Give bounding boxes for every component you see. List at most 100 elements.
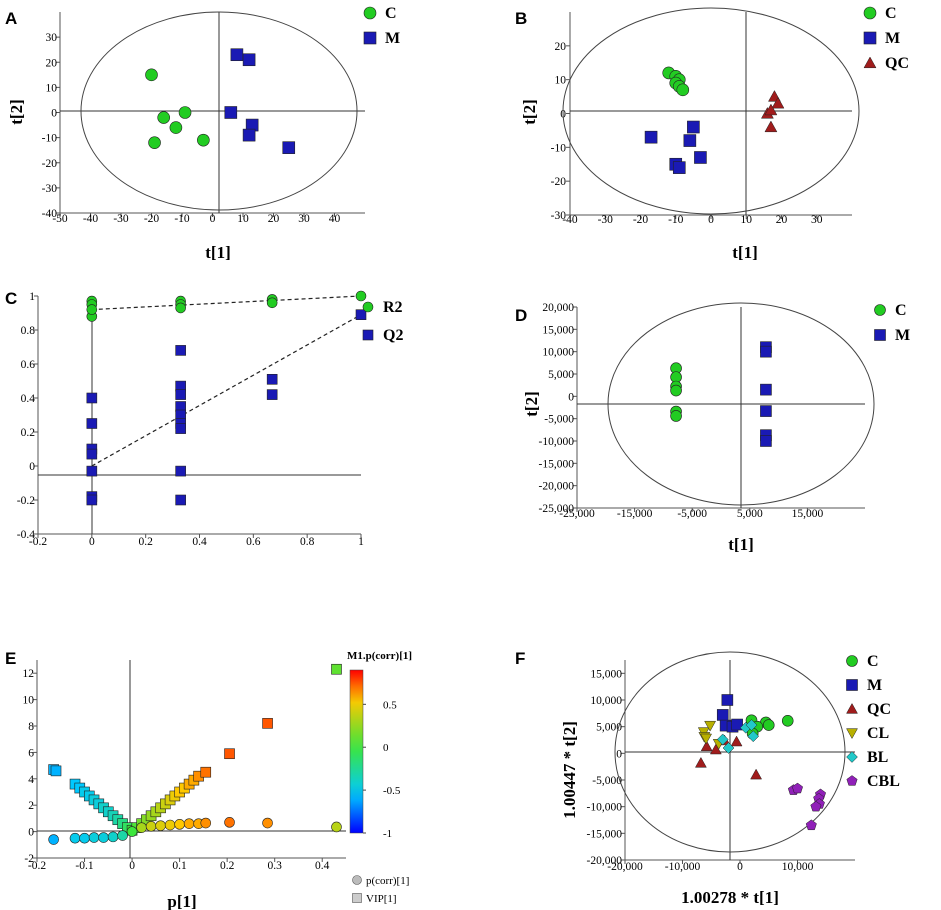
- point-D-m: [760, 383, 772, 396]
- x-tick-label-A: 10: [237, 213, 249, 225]
- point-C-q2: [175, 389, 186, 400]
- point-C-q2: [175, 465, 186, 477]
- point-E-vip1: [331, 663, 342, 675]
- y-tick-label-D: 0: [568, 391, 574, 403]
- hotelling-ellipse-A: [80, 11, 358, 211]
- point-A-c: [145, 68, 158, 82]
- point-B-qc: [764, 120, 778, 133]
- y-tick-label-C: 0.2: [21, 427, 36, 439]
- x-tick-label-E: 0: [129, 860, 135, 872]
- point-F-qc: [694, 756, 707, 768]
- y-tick-label-D: 10,000: [542, 347, 574, 359]
- y-tick-label-D: -10,000: [539, 436, 575, 448]
- x-tick-label-B: -30: [598, 214, 614, 226]
- y-tick-label-D: -5,000: [544, 414, 574, 426]
- point-C-r2: [266, 297, 278, 309]
- legend-marker-F-cl: [846, 728, 858, 740]
- x-tick-label-E: 0.2: [220, 860, 235, 872]
- legend-label-D-c: C: [895, 302, 907, 319]
- y-axis-label-D: t[2]: [522, 391, 541, 416]
- point-B-m: [644, 130, 658, 144]
- x-tick-label-A: -10: [174, 213, 190, 225]
- x-tick-label-F: -20,000: [607, 861, 643, 873]
- point-E-pcorr1: [145, 821, 157, 832]
- point-E-pcorr1: [331, 821, 342, 833]
- y-tick-label-A: 30: [46, 32, 58, 44]
- point-A-m: [230, 48, 244, 62]
- x-tick-label-A: -50: [52, 213, 68, 225]
- legend-label-F-bl: BL: [867, 749, 888, 766]
- legend-label-vip: VIP[1]: [366, 893, 397, 905]
- y-tick-label-A: -10: [42, 133, 58, 145]
- intercept-line-0: [91, 295, 362, 311]
- y-tick-label-A: 20: [46, 57, 58, 69]
- y-axis-label-A: t[2]: [7, 99, 26, 124]
- legend-label-C-q2: Q2: [383, 327, 403, 344]
- x-axis-label-F: 1.00278 * t[1]: [681, 888, 779, 907]
- point-A-c: [178, 106, 192, 119]
- legend-marker-F-c: [846, 655, 858, 667]
- point-C-q2: [86, 418, 98, 429]
- legend-marker-B-qc: [863, 56, 877, 69]
- point-D-m: [760, 345, 772, 358]
- x-tick-label-E: 0.1: [172, 860, 187, 872]
- point-C-q2: [266, 373, 278, 385]
- point-F-cl: [704, 720, 717, 732]
- colorbar-tick-label: 0: [383, 742, 389, 754]
- x-tick-label-A: 40: [329, 213, 341, 225]
- x-tick-label-C: 0: [89, 536, 95, 548]
- legend-marker-F-m: [846, 679, 858, 691]
- x-tick-label-D: 5,000: [737, 508, 763, 520]
- point-E-pcorr1: [126, 826, 138, 837]
- y-tick-label-D: 20,000: [542, 302, 574, 314]
- x-tick-label-B: 0: [708, 214, 714, 226]
- y-tick-label-B: 20: [555, 41, 567, 53]
- legend-marker-C-q2: [362, 329, 374, 341]
- legend-label-pcorr: p(corr)[1]: [366, 875, 409, 887]
- point-B-qc: [771, 96, 785, 109]
- colorbar-title: M1.p(corr)[1]: [347, 650, 412, 662]
- x-tick-label-C: 0.8: [300, 536, 315, 548]
- point-A-m: [282, 141, 296, 154]
- legend-marker-F-bl: [846, 751, 858, 763]
- legend-label-C-r2: R2: [383, 299, 403, 316]
- x-tick-label-A: 20: [268, 213, 280, 225]
- point-E-vip1: [224, 748, 235, 760]
- x-axis-label-B: t[1]: [732, 243, 757, 262]
- y-tick-label-D: -20,000: [539, 481, 575, 493]
- x-tick-label-A: -20: [144, 213, 160, 225]
- y-tick-label-E: -2: [24, 853, 34, 865]
- point-A-c: [169, 121, 183, 134]
- x-tick-label-E: 0.4: [315, 860, 330, 872]
- point-E-pcorr1: [88, 832, 100, 843]
- legend-label-F-c: C: [867, 653, 879, 670]
- y-tick-label-C: 0: [29, 461, 35, 473]
- point-F-m: [731, 718, 743, 731]
- point-F-bl: [716, 733, 729, 746]
- x-tick-label-B: 10: [741, 214, 753, 226]
- x-tick-label-C: 0.6: [246, 536, 261, 548]
- y-tick-label-E: 8: [28, 721, 34, 733]
- point-C-q2: [86, 465, 98, 477]
- point-B-m: [694, 151, 707, 164]
- point-F-qc: [750, 768, 763, 780]
- y-tick-label-B: -20: [551, 176, 567, 188]
- point-F-qc: [730, 735, 743, 747]
- y-tick-label-D: 15,000: [542, 324, 574, 336]
- y-tick-label-C: -0.4: [17, 529, 35, 541]
- point-E-pcorr1: [164, 819, 176, 831]
- x-tick-label-D: -25,000: [559, 508, 595, 520]
- legend-marker-F-cbl: [846, 775, 858, 786]
- legend-label-B-qc: QC: [885, 55, 909, 72]
- x-tick-label-A: -40: [83, 213, 99, 225]
- y-tick-label-F: 15,000: [590, 668, 622, 680]
- legend-label-F-cl: CL: [867, 725, 889, 742]
- point-C-q2: [266, 389, 278, 400]
- x-tick-label-F: 10,000: [782, 861, 814, 873]
- x-tick-label-C: 0.2: [138, 536, 153, 548]
- point-A-c: [157, 111, 170, 124]
- point-C-q2: [86, 494, 98, 506]
- legend-marker-A-c: [363, 6, 377, 20]
- point-E-pcorr1: [79, 832, 90, 844]
- point-C-q2: [175, 345, 186, 356]
